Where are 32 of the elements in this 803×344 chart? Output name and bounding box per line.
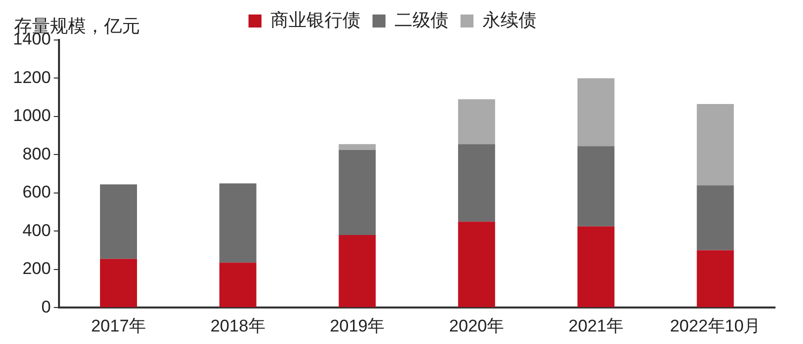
- y-tick-label: 0: [41, 297, 51, 316]
- bar: [219, 262, 256, 308]
- y-tick-label: 800: [22, 144, 51, 164]
- bar: [696, 104, 734, 186]
- bar: [338, 150, 376, 235]
- x-tick-label: 2021年: [568, 316, 624, 336]
- bar: [577, 78, 614, 146]
- y-tick-label: 200: [22, 259, 51, 278]
- legend-label: 二级债: [394, 10, 448, 30]
- bar: [577, 226, 614, 308]
- bar: [100, 184, 137, 259]
- bar: [338, 144, 376, 150]
- bar: [577, 146, 614, 226]
- bar: [219, 183, 256, 263]
- x-tick-label: 2019年: [330, 316, 385, 336]
- bar: [458, 222, 496, 308]
- y-tick-label: 1200: [12, 68, 51, 87]
- bar: [100, 258, 137, 308]
- bar: [458, 144, 496, 222]
- bar: [458, 99, 496, 144]
- bar: [696, 250, 734, 308]
- bar: [696, 185, 734, 250]
- y-tick-label: 600: [22, 182, 51, 202]
- x-tick-label: 2020年: [449, 316, 504, 336]
- y-tick-label: 400: [22, 220, 51, 240]
- legend-label: 商业银行债: [270, 10, 360, 30]
- legend-label: 永续债: [482, 10, 536, 30]
- x-tick-label: 2022年10月: [670, 316, 761, 336]
- bar: [338, 234, 376, 308]
- x-tick-label: 2017年: [91, 316, 146, 336]
- x-tick-label: 2018年: [210, 316, 266, 336]
- y-tick-label: 1000: [12, 106, 51, 126]
